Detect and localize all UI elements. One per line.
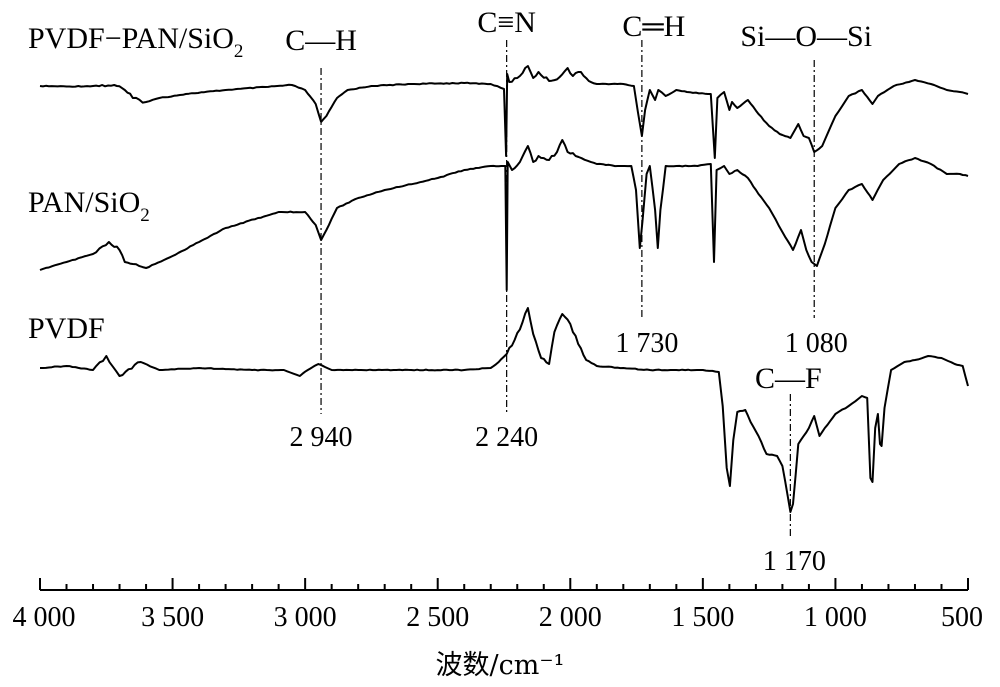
x-tick-label-4000: 4 000 [13, 602, 76, 633]
x-tick-label-3500: 3 500 [141, 602, 204, 633]
annotation-label-cf: C—F [755, 362, 822, 395]
x-tick-label-2000: 2 000 [539, 602, 602, 633]
spectra-group [39, 65, 969, 513]
series-label-pvdf: PVDF [28, 312, 105, 345]
spectrum-line-pvdf [40, 307, 969, 513]
series-label-pvdf-pan-sio2: PVDF−PAN/SiO2 [28, 22, 243, 62]
annotation-wavenumber-2240: 2 240 [475, 422, 538, 453]
x-tick-label-2500: 2 500 [406, 602, 469, 633]
x-tick-label-500: 500 [941, 602, 983, 633]
x-tick-label-3000: 3 000 [274, 602, 337, 633]
annotation-label-c-h-double: C═H [622, 10, 685, 43]
annotation-label-cn: C≡N [477, 6, 536, 39]
x-axis-ticks: 4 000 3 500 3 000 2 500 2 000 1 500 1 000 500 [13, 578, 983, 633]
spectrum-line-pvdf-pan-sio2 [39, 65, 969, 159]
annotation-label-ch: C—H [285, 24, 357, 57]
annotation-wavenumber-1080: 1 080 [785, 328, 848, 359]
x-tick-label-1500: 1 500 [671, 602, 734, 633]
x-axis-title: 波数/cm⁻¹ [436, 650, 565, 681]
annotation-label-si-o-si: Si—O—Si [740, 20, 872, 53]
x-tick-label-1000: 1 000 [804, 602, 867, 633]
annotation-wavenumber-1730: 1 730 [615, 328, 678, 359]
spectrum-line-pan-sio2 [39, 139, 969, 291]
annotation-wavenumber-2940: 2 940 [290, 422, 353, 453]
series-label-pan-sio2: PAN/SiO2 [28, 186, 150, 226]
annotation-wavenumber-1170: 1 170 [763, 546, 826, 577]
